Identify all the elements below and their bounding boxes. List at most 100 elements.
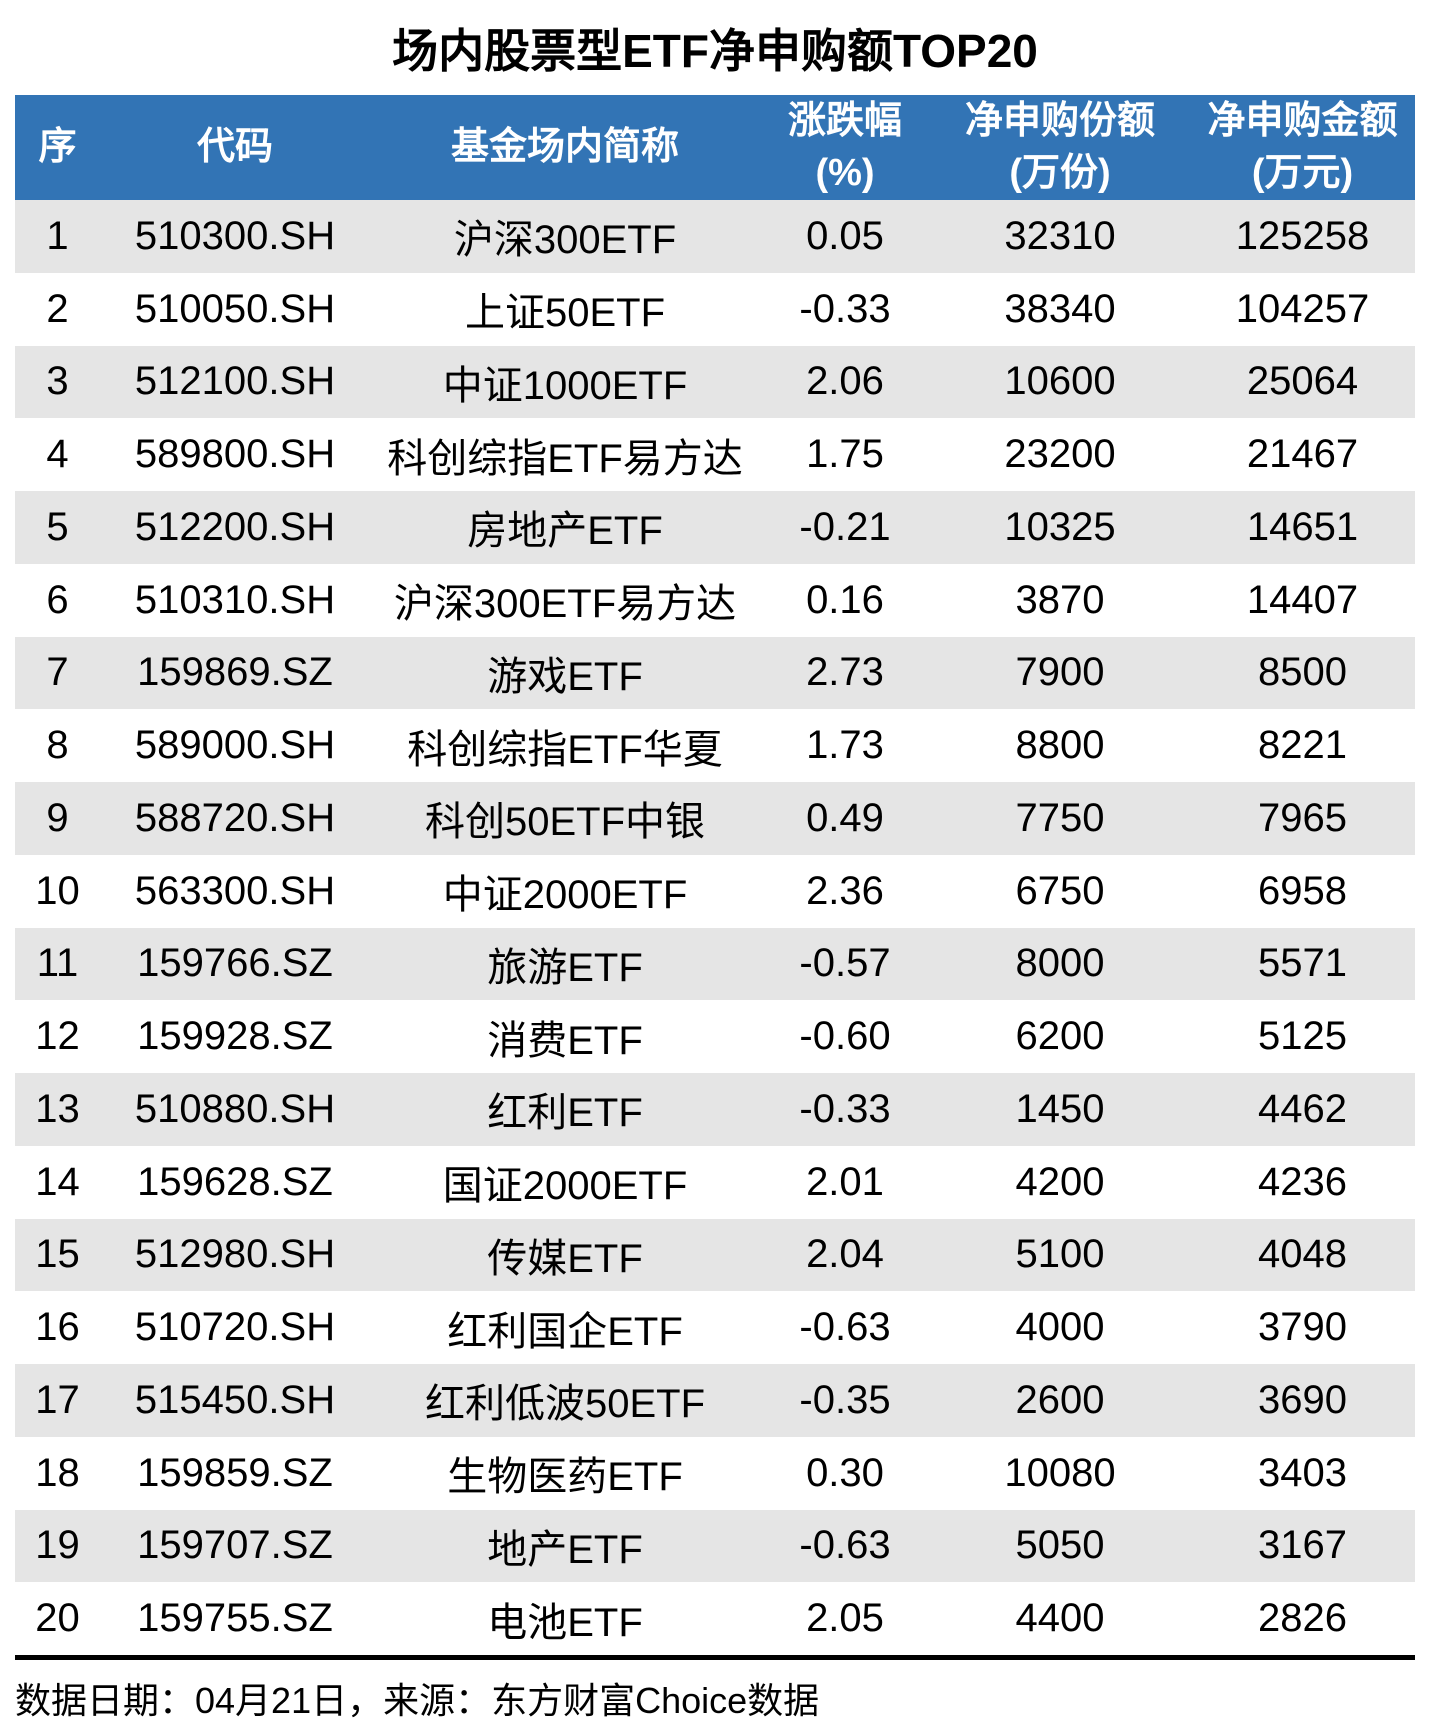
col-header-code-label: 代码 bbox=[196, 125, 273, 168]
cell-amount: 5125 bbox=[1190, 1000, 1415, 1073]
cell-change: 2.36 bbox=[760, 854, 930, 928]
table-row: 10 563300.SH 中证2000ETF 2.36 6750 6958 bbox=[15, 854, 1415, 928]
table-row: 8 589000.SH 科创综指ETF华夏 1.73 8800 8221 bbox=[15, 709, 1415, 782]
cell-shares: 4000 bbox=[930, 1291, 1190, 1364]
cell-name: 消费ETF bbox=[370, 1000, 760, 1073]
cell-change: -0.33 bbox=[760, 1073, 930, 1146]
table-row: 2 510050.SH 上证50ETF -0.33 38340 104257 bbox=[15, 272, 1415, 346]
cell-code: 159707.SZ bbox=[100, 1509, 370, 1583]
cell-name: 沪深300ETF易方达 bbox=[370, 563, 760, 637]
table-row: 19 159707.SZ 地产ETF -0.63 5050 3167 bbox=[15, 1509, 1415, 1583]
bottom-divider bbox=[15, 1655, 1415, 1660]
table-row: 7 159869.SZ 游戏ETF 2.73 7900 8500 bbox=[15, 636, 1415, 710]
table-row: 1 510300.SH 沪深300ETF 0.05 32310 125258 bbox=[15, 200, 1415, 273]
cell-shares: 23200 bbox=[930, 418, 1190, 491]
table-row: 11 159766.SZ 旅游ETF -0.57 8000 5571 bbox=[15, 927, 1415, 1001]
title-wrap: 场内股票型ETF净申购额TOP20 bbox=[0, 0, 1430, 95]
cell-rank: 19 bbox=[15, 1509, 100, 1583]
cell-code: 159755.SZ bbox=[100, 1582, 370, 1655]
cell-change: 2.73 bbox=[760, 636, 930, 710]
cell-shares: 5100 bbox=[930, 1218, 1190, 1292]
cell-shares: 8000 bbox=[930, 927, 1190, 1001]
cell-shares: 7900 bbox=[930, 636, 1190, 710]
cell-change: 2.05 bbox=[760, 1582, 930, 1655]
cell-change: 2.04 bbox=[760, 1218, 930, 1292]
cell-shares: 6750 bbox=[930, 854, 1190, 928]
cell-shares: 38340 bbox=[930, 272, 1190, 346]
cell-rank: 10 bbox=[15, 854, 100, 928]
cell-change: -0.33 bbox=[760, 272, 930, 346]
page-title: 场内股票型ETF净申购额TOP20 bbox=[392, 24, 1038, 77]
col-header-change-label: 涨跌幅 bbox=[787, 100, 902, 143]
col-header-rank: 序 bbox=[15, 95, 100, 200]
data-source-note: 数据日期：04月21日，来源：东方财富Choice数据 bbox=[15, 1680, 820, 1720]
cell-amount: 104257 bbox=[1190, 272, 1415, 346]
cell-name: 电池ETF bbox=[370, 1582, 760, 1655]
cell-name: 红利ETF bbox=[370, 1073, 760, 1146]
cell-change: 2.01 bbox=[760, 1145, 930, 1219]
cell-name: 红利低波50ETF bbox=[370, 1364, 760, 1437]
cell-change: 2.06 bbox=[760, 345, 930, 419]
cell-code: 510310.SH bbox=[100, 563, 370, 637]
cell-change: 0.16 bbox=[760, 563, 930, 637]
cell-change: 0.05 bbox=[760, 200, 930, 273]
cell-code: 512980.SH bbox=[100, 1218, 370, 1292]
table-row: 18 159859.SZ 生物医药ETF 0.30 10080 3403 bbox=[15, 1436, 1415, 1510]
cell-name: 中证1000ETF bbox=[370, 345, 760, 419]
cell-name: 科创50ETF中银 bbox=[370, 782, 760, 855]
cell-amount: 5571 bbox=[1190, 927, 1415, 1001]
cell-name: 传媒ETF bbox=[370, 1218, 760, 1292]
cell-shares: 10600 bbox=[930, 345, 1190, 419]
cell-amount: 4236 bbox=[1190, 1145, 1415, 1219]
cell-rank: 2 bbox=[15, 272, 100, 346]
cell-rank: 11 bbox=[15, 927, 100, 1001]
col-header-shares: 净申购份额 (万份) bbox=[930, 95, 1190, 200]
cell-rank: 16 bbox=[15, 1291, 100, 1364]
cell-change: 1.73 bbox=[760, 709, 930, 782]
cell-amount: 6958 bbox=[1190, 854, 1415, 928]
cell-shares: 7750 bbox=[930, 782, 1190, 855]
cell-rank: 6 bbox=[15, 563, 100, 637]
cell-amount: 14651 bbox=[1190, 491, 1415, 564]
cell-amount: 14407 bbox=[1190, 563, 1415, 637]
cell-rank: 8 bbox=[15, 709, 100, 782]
cell-rank: 3 bbox=[15, 345, 100, 419]
cell-change: -0.21 bbox=[760, 491, 930, 564]
col-header-amount-unit: (万元) bbox=[1251, 151, 1354, 194]
cell-rank: 13 bbox=[15, 1073, 100, 1146]
cell-name: 上证50ETF bbox=[370, 272, 760, 346]
etf-top20-table: 序 代码 基金场内简称 涨跌幅 (%) 净申购份额 (万份) bbox=[15, 95, 1415, 1655]
cell-shares: 8800 bbox=[930, 709, 1190, 782]
col-header-rank-label: 序 bbox=[38, 125, 77, 168]
cell-code: 510300.SH bbox=[100, 200, 370, 273]
cell-amount: 3167 bbox=[1190, 1509, 1415, 1583]
cell-code: 512100.SH bbox=[100, 345, 370, 419]
cell-rank: 1 bbox=[15, 200, 100, 273]
cell-name: 沪深300ETF bbox=[370, 200, 760, 273]
cell-amount: 8500 bbox=[1190, 636, 1415, 710]
cell-code: 563300.SH bbox=[100, 854, 370, 928]
cell-change: -0.57 bbox=[760, 927, 930, 1001]
cell-shares: 32310 bbox=[930, 200, 1190, 273]
table-row: 3 512100.SH 中证1000ETF 2.06 10600 25064 bbox=[15, 345, 1415, 419]
table-row: 17 515450.SH 红利低波50ETF -0.35 2600 3690 bbox=[15, 1364, 1415, 1437]
cell-amount: 7965 bbox=[1190, 782, 1415, 855]
cell-rank: 18 bbox=[15, 1436, 100, 1510]
cell-rank: 4 bbox=[15, 418, 100, 491]
col-header-change: 涨跌幅 (%) bbox=[760, 95, 930, 200]
cell-code: 588720.SH bbox=[100, 782, 370, 855]
cell-amount: 125258 bbox=[1190, 200, 1415, 273]
cell-change: -0.35 bbox=[760, 1364, 930, 1437]
table-row: 14 159628.SZ 国证2000ETF 2.01 4200 4236 bbox=[15, 1145, 1415, 1219]
cell-rank: 14 bbox=[15, 1145, 100, 1219]
cell-rank: 17 bbox=[15, 1364, 100, 1437]
cell-shares: 6200 bbox=[930, 1000, 1190, 1073]
cell-amount: 4048 bbox=[1190, 1218, 1415, 1292]
cell-rank: 12 bbox=[15, 1000, 100, 1073]
cell-name: 中证2000ETF bbox=[370, 854, 760, 928]
table-row: 9 588720.SH 科创50ETF中银 0.49 7750 7965 bbox=[15, 782, 1415, 855]
cell-shares: 1450 bbox=[930, 1073, 1190, 1146]
table-row: 6 510310.SH 沪深300ETF易方达 0.16 3870 14407 bbox=[15, 563, 1415, 637]
cell-code: 159928.SZ bbox=[100, 1000, 370, 1073]
